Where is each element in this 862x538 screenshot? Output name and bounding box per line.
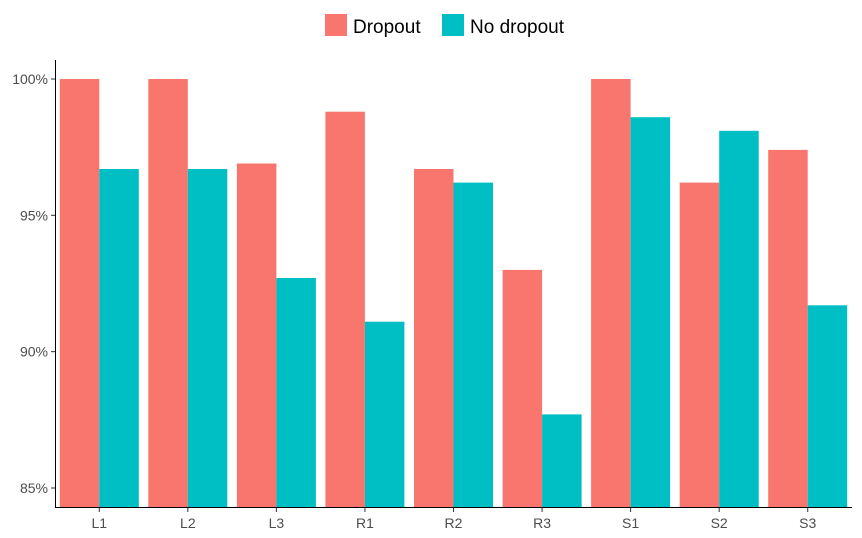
bar-dropout-l3 (236, 163, 277, 507)
bar-dropout-r2 (414, 169, 454, 507)
bar-no-dropout-r3 (542, 414, 582, 507)
x-tick-label-s1: S1 (622, 515, 639, 531)
x-tick-label-l2: L2 (180, 515, 196, 531)
x-tick-label-r1: R1 (356, 515, 374, 531)
bar-dropout-s3 (768, 149, 808, 507)
x-tick-label-r2: R2 (445, 515, 463, 531)
bar-no-dropout-r2 (453, 182, 493, 507)
x-tick-label-l3: L3 (269, 515, 285, 531)
legend-label-no-dropout: No dropout (470, 17, 565, 38)
bar-no-dropout-l3 (276, 278, 316, 507)
y-tick-label: 95% (20, 207, 48, 223)
y-axis-ticks: 85% 90% 95% 100% (12, 71, 55, 496)
x-tick-label-r3: R3 (533, 515, 551, 531)
y-tick-label: 100% (12, 71, 48, 87)
legend-swatch-dropout (325, 14, 347, 36)
x-tick-label-s3: S3 (799, 515, 816, 531)
x-tick-label-s2: S2 (711, 515, 728, 531)
bar-no-dropout-s3 (807, 305, 848, 507)
legend-label-dropout: Dropout (353, 17, 421, 38)
y-tick-label: 85% (20, 480, 48, 496)
bar-no-dropout-s1 (630, 117, 671, 507)
x-tick-label-l1: L1 (91, 515, 107, 531)
bar-dropout-s1 (591, 79, 631, 507)
bar-dropout-s2 (679, 182, 720, 507)
bar-no-dropout-s2 (719, 130, 759, 508)
bar-dropout-r3 (502, 269, 543, 507)
bar-no-dropout-l1 (99, 169, 139, 507)
bar-no-dropout-r1 (364, 321, 405, 507)
axes-group (55, 60, 852, 508)
bar-dropout-l1 (59, 79, 100, 507)
bar-no-dropout-l2 (187, 169, 228, 507)
bars-group (59, 79, 848, 508)
y-tick-label: 90% (20, 344, 48, 360)
x-axis-ticks: L1 L2 L3 R1 R2 R3 S1 S2 S3 (91, 508, 816, 531)
bar-dropout-l2 (148, 79, 188, 507)
bar-dropout-r1 (325, 111, 365, 507)
legend-swatch-no-dropout (442, 14, 464, 36)
legend: Dropout No dropout (325, 14, 565, 38)
